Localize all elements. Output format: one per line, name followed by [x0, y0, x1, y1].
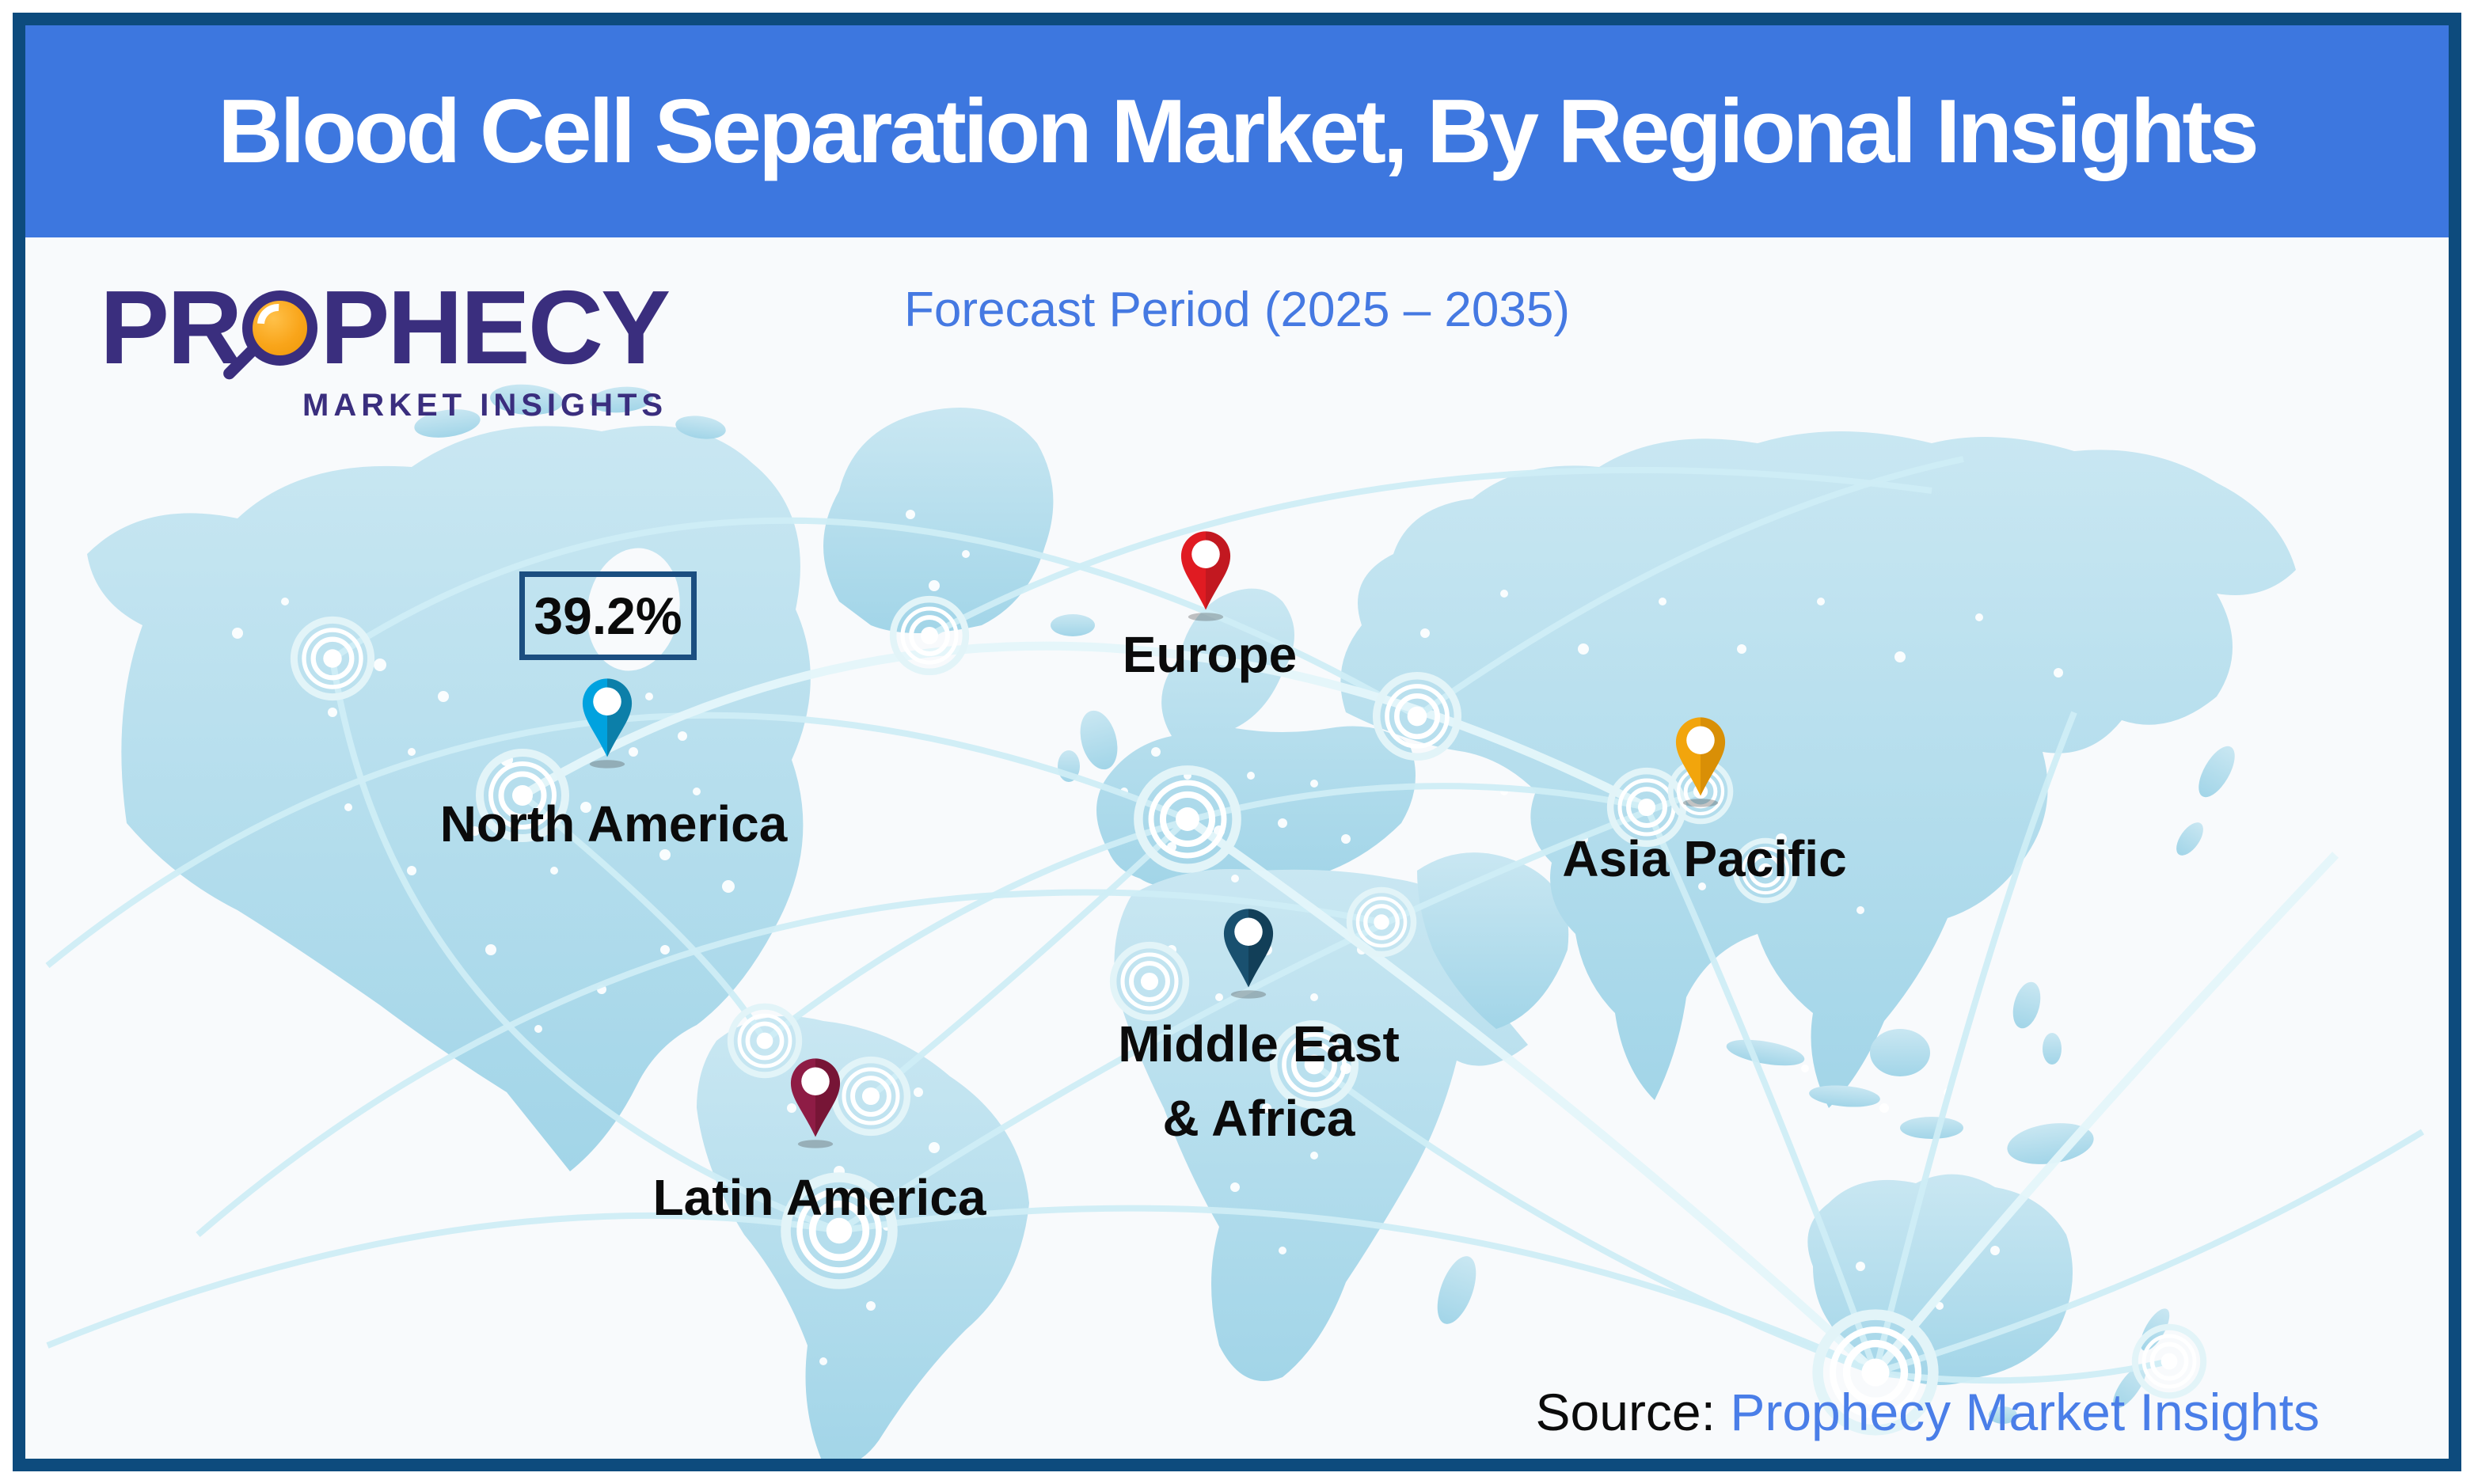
world-map-area [25, 25, 2449, 1459]
title-bar: Blood Cell Separation Market, By Regiona… [25, 25, 2449, 237]
network-nodes [290, 595, 2207, 1436]
region-label-asia-pacific: Asia Pacific [1562, 830, 1847, 887]
forecast-period: Forecast Period (2025 – 2035) [904, 283, 1570, 337]
region-label-latin-america: Latin America [652, 1169, 986, 1226]
source-note: Source: Prophecy Market Insights [1536, 1382, 2320, 1442]
logo-brand: PR PHECY [100, 269, 671, 385]
location-pin-icon-middle-east-africa [1223, 909, 1274, 999]
market-share-box: 39.2% [519, 571, 697, 660]
connection-arcs [45, 456, 2425, 1384]
region-label-north-america: North America [439, 795, 788, 852]
region-label-middle-east-africa: Middle East & Africa [1118, 1015, 1400, 1147]
location-pin-icon-north-america [582, 678, 633, 769]
source-name: Prophecy Market Insights [1730, 1383, 2320, 1441]
market-share-value: 39.2% [534, 586, 682, 645]
region-label-europe: Europe [1122, 626, 1298, 683]
logo-text-post: PHECY [320, 269, 671, 385]
map-dots [232, 510, 2063, 1365]
location-pin-icon-europe [1180, 531, 1231, 621]
logo-tagline: MARKET INSIGHTS [302, 388, 668, 423]
page-title: Blood Cell Separation Market, By Regiona… [218, 81, 2259, 182]
magnifier-icon [242, 290, 318, 366]
source-prefix: Source: [1535, 1383, 1716, 1441]
prophecy-logo: PR PHECY MARKET INSIGHTS [100, 269, 671, 423]
location-pin-icon-asia-pacific [1675, 717, 1726, 807]
world-map [45, 384, 2425, 1459]
location-pin-icon-latin-america [790, 1058, 841, 1148]
logo-text-pre: PR [100, 269, 242, 385]
